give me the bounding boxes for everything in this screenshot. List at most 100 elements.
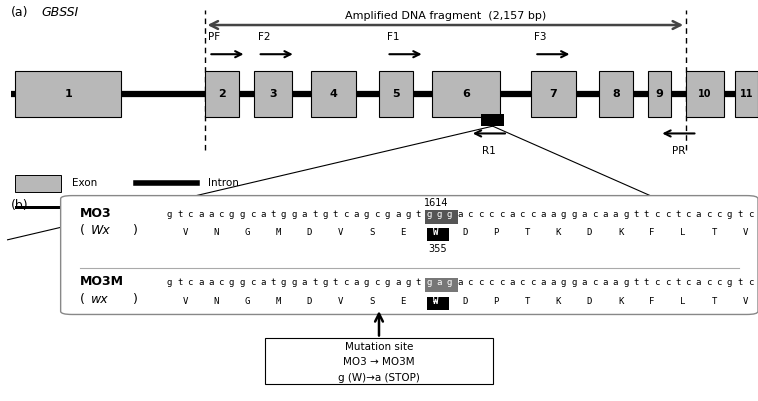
Text: 2: 2 — [218, 89, 226, 99]
Text: c: c — [218, 278, 224, 287]
Text: a: a — [696, 210, 701, 219]
Text: c: c — [478, 278, 484, 287]
Text: a: a — [260, 210, 265, 219]
Text: c: c — [218, 210, 224, 219]
Text: a: a — [612, 278, 619, 287]
Text: M: M — [276, 297, 281, 306]
Bar — [735, 71, 758, 117]
Text: W: W — [433, 297, 438, 306]
Text: K: K — [618, 297, 623, 306]
Text: c: c — [654, 278, 659, 287]
Text: c: c — [468, 210, 473, 219]
Bar — [265, 338, 493, 384]
Bar — [425, 278, 458, 292]
Text: t: t — [738, 278, 743, 287]
Text: (b): (b) — [11, 199, 29, 212]
Text: L: L — [680, 228, 685, 237]
Text: 4: 4 — [330, 89, 337, 99]
Text: g: g — [229, 210, 234, 219]
Text: g: g — [322, 278, 327, 287]
Text: g: g — [727, 210, 732, 219]
Text: t: t — [415, 210, 421, 219]
Text: c: c — [519, 278, 525, 287]
Text: g: g — [446, 210, 453, 219]
Text: c: c — [519, 210, 525, 219]
Text: 11: 11 — [740, 89, 753, 99]
Text: ): ) — [133, 293, 137, 306]
Text: a: a — [437, 278, 442, 287]
Text: 10: 10 — [698, 89, 712, 99]
Text: W: W — [433, 228, 438, 237]
Text: 1614: 1614 — [424, 198, 449, 208]
Text: D: D — [462, 228, 468, 237]
Text: t: t — [644, 210, 650, 219]
Bar — [481, 113, 504, 126]
Text: D: D — [307, 228, 312, 237]
Text: GBSSI: GBSSI — [42, 6, 79, 19]
Text: a: a — [550, 278, 556, 287]
Text: V: V — [338, 228, 343, 237]
Text: 355: 355 — [428, 243, 446, 253]
Text: 7: 7 — [550, 89, 557, 99]
Bar — [311, 71, 356, 117]
Text: g: g — [291, 210, 296, 219]
Text: g: g — [437, 210, 442, 219]
Text: 100 bp: 100 bp — [80, 206, 116, 216]
Text: g: g — [406, 278, 411, 287]
Bar — [425, 210, 458, 224]
Text: t: t — [271, 210, 276, 219]
Text: g: g — [364, 278, 369, 287]
Text: c: c — [488, 278, 493, 287]
Text: g: g — [384, 278, 390, 287]
Text: c: c — [592, 278, 597, 287]
Text: c: c — [654, 210, 659, 219]
Text: (: ( — [80, 293, 84, 306]
Text: t: t — [738, 210, 743, 219]
Text: g: g — [281, 278, 287, 287]
Text: c: c — [530, 210, 535, 219]
Text: K: K — [556, 297, 561, 306]
Text: Exon: Exon — [72, 178, 97, 188]
Text: S: S — [369, 228, 374, 237]
Bar — [205, 71, 239, 117]
Text: V: V — [742, 228, 748, 237]
Text: t: t — [675, 210, 681, 219]
Text: a: a — [509, 278, 515, 287]
Text: R1: R1 — [482, 146, 496, 156]
Text: t: t — [312, 210, 318, 219]
Text: —: — — [433, 297, 437, 306]
Text: c: c — [343, 210, 349, 219]
Text: P: P — [493, 228, 499, 237]
Bar — [686, 71, 724, 117]
Text: a: a — [302, 278, 307, 287]
Text: 3: 3 — [269, 89, 277, 99]
Text: a: a — [208, 210, 214, 219]
Bar — [432, 71, 500, 117]
Text: g: g — [561, 210, 566, 219]
Text: E: E — [400, 297, 406, 306]
Text: a: a — [260, 278, 265, 287]
Text: c: c — [747, 278, 753, 287]
Text: 5: 5 — [392, 89, 400, 99]
Text: g: g — [229, 278, 234, 287]
Text: a: a — [603, 278, 608, 287]
Text: g: g — [623, 278, 628, 287]
Text: c: c — [716, 210, 722, 219]
Text: c: c — [499, 278, 504, 287]
Text: F1: F1 — [387, 32, 399, 42]
Text: g: g — [281, 210, 287, 219]
Text: (a): (a) — [11, 6, 29, 19]
Text: c: c — [374, 210, 380, 219]
Text: MO3M: MO3M — [80, 275, 124, 288]
Text: t: t — [634, 210, 639, 219]
Text: g: g — [572, 278, 577, 287]
Text: V: V — [742, 297, 748, 306]
Text: a: a — [509, 210, 515, 219]
Text: T: T — [711, 297, 717, 306]
Text: G: G — [245, 297, 250, 306]
Text: a: a — [198, 278, 203, 287]
Bar — [254, 71, 292, 117]
Text: c: c — [499, 210, 504, 219]
Text: t: t — [312, 278, 318, 287]
Bar — [531, 71, 576, 117]
